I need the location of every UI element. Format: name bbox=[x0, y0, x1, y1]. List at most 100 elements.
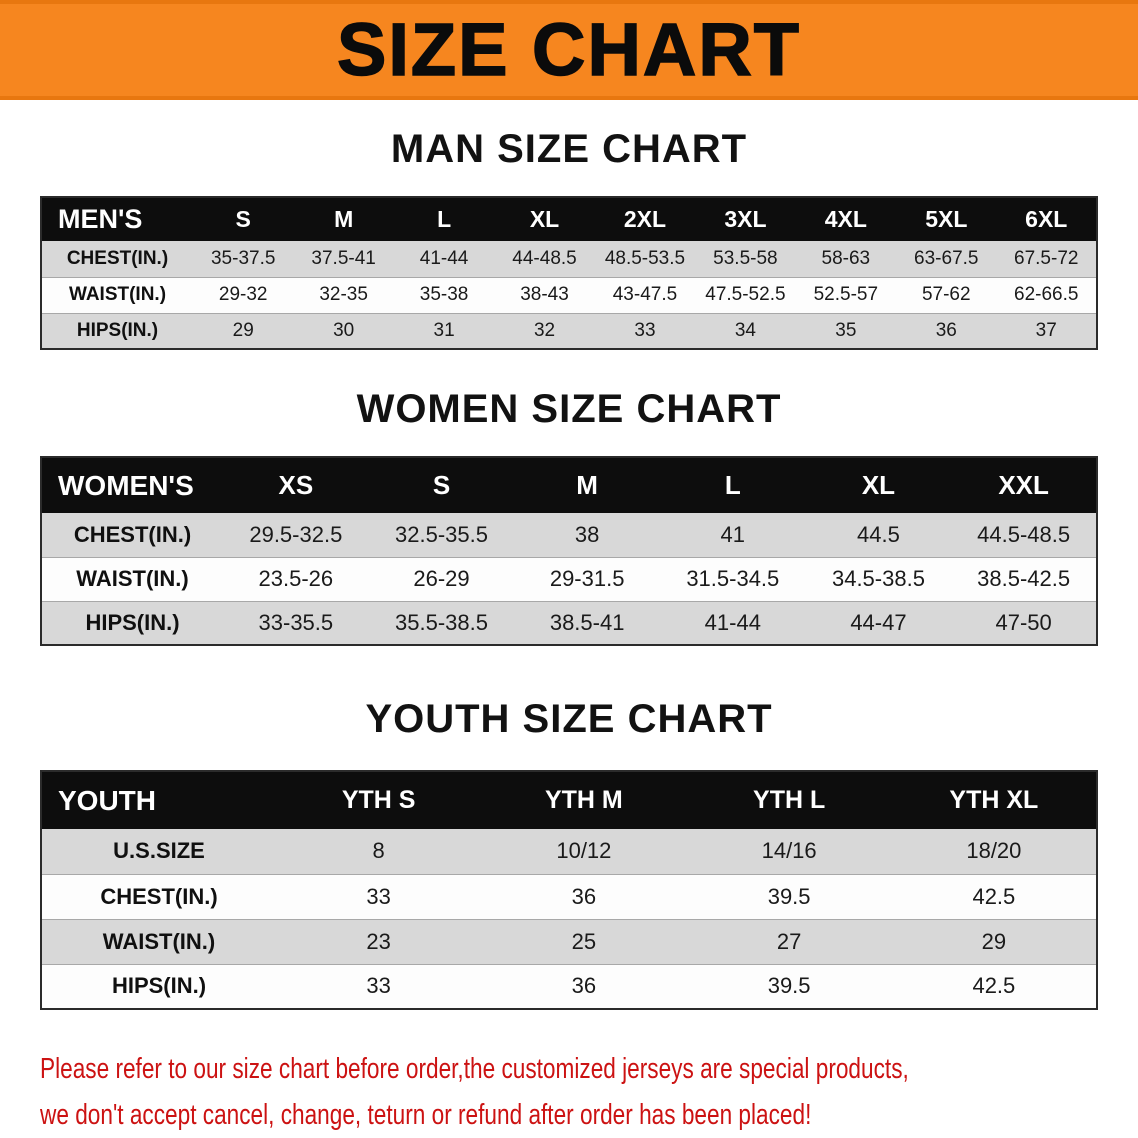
notice-line-1: Please refer to our size chart before or… bbox=[40, 1053, 909, 1085]
size-value: 41 bbox=[659, 513, 806, 558]
size-value: 33 bbox=[276, 874, 482, 920]
size-value: 23.5-26 bbox=[223, 557, 369, 602]
size-value: 52.5-57 bbox=[795, 277, 897, 314]
size-value: 30 bbox=[293, 313, 394, 350]
size-value: 35 bbox=[795, 313, 897, 350]
row-label: WAIST(IN.) bbox=[41, 919, 276, 965]
men-header-row: MEN'S S M L XL 2XL 3XL 4XL 5XL 6XL bbox=[41, 197, 1097, 241]
size-col-header: YTH S bbox=[276, 771, 482, 829]
size-value: 31 bbox=[393, 313, 495, 350]
size-value: 36 bbox=[481, 964, 687, 1010]
size-col-header: M bbox=[514, 457, 660, 513]
youth-row-waist: WAIST(IN.) 23 25 27 29 bbox=[41, 919, 1097, 965]
women-section: WOMEN SIZE CHART WOMEN'S XS S M L XL XXL… bbox=[0, 386, 1138, 646]
size-value: 29 bbox=[891, 919, 1097, 965]
size-value: 67.5-72 bbox=[996, 241, 1097, 278]
men-corner-label: MEN'S bbox=[41, 197, 193, 241]
women-corner-label: WOMEN'S bbox=[41, 457, 223, 513]
size-value: 14/16 bbox=[686, 829, 892, 875]
size-value: 26-29 bbox=[368, 557, 515, 602]
size-col-header: S bbox=[193, 197, 294, 241]
size-col-header: XXL bbox=[951, 457, 1097, 513]
youth-size-table: YOUTH YTH S YTH M YTH L YTH XL U.S.SIZE … bbox=[40, 770, 1098, 1010]
youth-row-chest: CHEST(IN.) 33 36 39.5 42.5 bbox=[41, 874, 1097, 920]
size-col-header: M bbox=[293, 197, 394, 241]
row-label: CHEST(IN.) bbox=[41, 874, 276, 920]
size-col-header: 5XL bbox=[896, 197, 997, 241]
size-value: 38.5-41 bbox=[514, 601, 660, 646]
size-value: 25 bbox=[481, 919, 687, 965]
women-section-heading: WOMEN SIZE CHART bbox=[356, 387, 782, 431]
youth-row-ussize: U.S.SIZE 8 10/12 14/16 18/20 bbox=[41, 829, 1097, 875]
size-value: 31.5-34.5 bbox=[659, 557, 806, 602]
size-value: 29-31.5 bbox=[514, 557, 660, 602]
row-label: WAIST(IN.) bbox=[41, 277, 193, 314]
banner: SIZE CHART bbox=[0, 0, 1138, 100]
size-value: 38-43 bbox=[494, 277, 595, 314]
size-value: 42.5 bbox=[891, 874, 1097, 920]
women-row-hips: HIPS(IN.) 33-35.5 35.5-38.5 38.5-41 41-4… bbox=[41, 601, 1097, 646]
size-value: 36 bbox=[481, 874, 687, 920]
men-section: MAN SIZE CHART MEN'S S M L XL 2XL 3XL 4X… bbox=[0, 126, 1138, 350]
size-value: 34.5-38.5 bbox=[805, 557, 952, 602]
size-value: 35-38 bbox=[393, 277, 495, 314]
size-value: 37.5-41 bbox=[293, 241, 394, 278]
size-value: 32 bbox=[494, 313, 595, 350]
order-notice: Please refer to our size chart before or… bbox=[40, 1046, 1085, 1138]
size-value: 36 bbox=[896, 313, 997, 350]
size-col-header: 4XL bbox=[795, 197, 897, 241]
youth-section-heading: YOUTH SIZE CHART bbox=[365, 697, 773, 741]
size-value: 33-35.5 bbox=[223, 601, 369, 646]
size-col-header: XL bbox=[494, 197, 595, 241]
size-col-header: YTH L bbox=[686, 771, 892, 829]
size-value: 44-48.5 bbox=[494, 241, 595, 278]
size-value: 38 bbox=[514, 513, 660, 558]
size-value: 34 bbox=[695, 313, 796, 350]
size-value: 48.5-53.5 bbox=[594, 241, 696, 278]
size-value: 33 bbox=[594, 313, 696, 350]
size-value: 57-62 bbox=[896, 277, 997, 314]
size-value: 53.5-58 bbox=[695, 241, 796, 278]
size-value: 32-35 bbox=[293, 277, 394, 314]
size-value: 33 bbox=[276, 964, 482, 1010]
size-value: 37 bbox=[996, 313, 1097, 350]
size-col-header: L bbox=[659, 457, 806, 513]
men-row-hips: HIPS(IN.) 29 30 31 32 33 34 35 36 37 bbox=[41, 313, 1097, 350]
row-label: HIPS(IN.) bbox=[41, 964, 276, 1010]
size-value: 58-63 bbox=[795, 241, 897, 278]
size-value: 47.5-52.5 bbox=[695, 277, 796, 314]
women-header-row: WOMEN'S XS S M L XL XXL bbox=[41, 457, 1097, 513]
page-title: SIZE CHART bbox=[336, 8, 801, 91]
size-value: 29.5-32.5 bbox=[223, 513, 369, 558]
size-value: 39.5 bbox=[686, 874, 892, 920]
men-row-chest: CHEST(IN.) 35-37.5 37.5-41 41-44 44-48.5… bbox=[41, 241, 1097, 278]
women-row-chest: CHEST(IN.) 29.5-32.5 32.5-35.5 38 41 44.… bbox=[41, 513, 1097, 558]
size-value: 39.5 bbox=[686, 964, 892, 1010]
size-col-header: L bbox=[393, 197, 495, 241]
size-value: 41-44 bbox=[393, 241, 495, 278]
youth-header-row: YOUTH YTH S YTH M YTH L YTH XL bbox=[41, 771, 1097, 829]
women-size-table: WOMEN'S XS S M L XL XXL CHEST(IN.) 29.5-… bbox=[40, 456, 1098, 646]
size-value: 63-67.5 bbox=[896, 241, 997, 278]
size-value: 32.5-35.5 bbox=[368, 513, 515, 558]
size-value: 44.5 bbox=[805, 513, 952, 558]
size-value: 10/12 bbox=[481, 829, 687, 875]
size-value: 47-50 bbox=[951, 601, 1097, 646]
youth-corner-label: YOUTH bbox=[41, 771, 276, 829]
youth-section: YOUTH SIZE CHART YOUTH YTH S YTH M YTH L… bbox=[0, 696, 1138, 1010]
men-size-table: MEN'S S M L XL 2XL 3XL 4XL 5XL 6XL CHEST… bbox=[40, 196, 1098, 350]
size-value: 35-37.5 bbox=[193, 241, 294, 278]
row-label: HIPS(IN.) bbox=[41, 601, 223, 646]
size-value: 23 bbox=[276, 919, 482, 965]
size-col-header: S bbox=[368, 457, 515, 513]
size-value: 44-47 bbox=[805, 601, 952, 646]
size-value: 35.5-38.5 bbox=[368, 601, 515, 646]
size-value: 42.5 bbox=[891, 964, 1097, 1010]
row-label: CHEST(IN.) bbox=[41, 513, 223, 558]
size-col-header: YTH M bbox=[481, 771, 687, 829]
women-row-waist: WAIST(IN.) 23.5-26 26-29 29-31.5 31.5-34… bbox=[41, 557, 1097, 602]
size-value: 27 bbox=[686, 919, 892, 965]
size-value: 41-44 bbox=[659, 601, 806, 646]
youth-row-hips: HIPS(IN.) 33 36 39.5 42.5 bbox=[41, 964, 1097, 1010]
size-col-header: XS bbox=[223, 457, 369, 513]
